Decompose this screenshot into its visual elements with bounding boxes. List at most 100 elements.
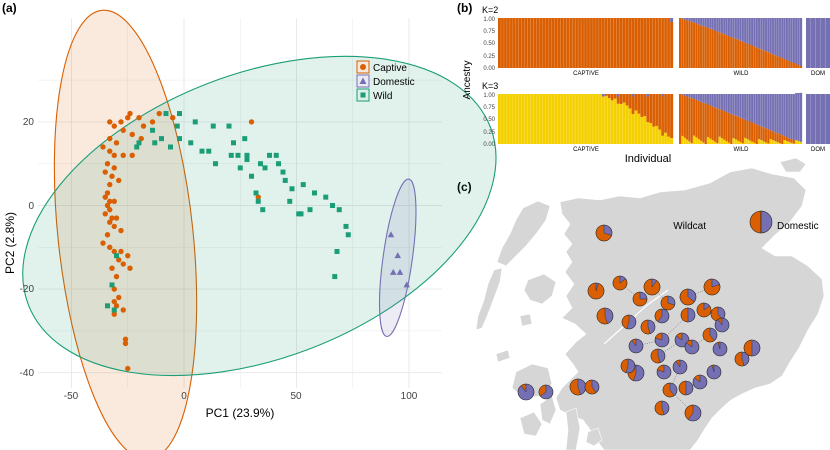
ancestry-bar-segment	[727, 112, 731, 143]
site-pie-wildcat	[654, 400, 665, 416]
ancestry-bar-segment	[732, 94, 735, 115]
ancestry-bar-segment	[545, 94, 549, 144]
ancestry-bar-segment	[778, 134, 782, 144]
ancestry-bar-segment	[702, 18, 705, 27]
ancestry-bar-segment	[628, 94, 632, 109]
ancestry-bar-segment	[498, 94, 502, 144]
ancestry-bar-segment	[521, 94, 525, 144]
ancestry-bar-segment	[512, 94, 516, 144]
ancestry-bar-segment	[695, 18, 698, 24]
data-point-captive	[102, 169, 108, 175]
ancestry-bar-segment	[713, 94, 717, 108]
legend-label-wildcat: Wildcat	[673, 221, 706, 232]
ancestry-bar-segment	[734, 18, 738, 39]
ancestry-bar-segment	[661, 94, 665, 97]
kintyre	[565, 407, 581, 450]
legend-pie-wildcat-half	[749, 210, 762, 234]
ancestry-bar-segment	[748, 18, 752, 45]
site-pie-wildcat	[632, 291, 648, 307]
ancestry-bar-segment	[670, 18, 674, 22]
k3-y-tick-label: 0.00	[483, 142, 495, 148]
ancestry-bar-segment	[670, 94, 674, 138]
data-point-captive	[129, 131, 135, 138]
ancestry-bar-segment	[581, 94, 585, 144]
ancestry-bar-segment	[622, 94, 626, 103]
ancestry-bar-segment	[637, 18, 641, 68]
ancestry-bar-segment	[783, 18, 786, 60]
ancestry-bar-segment	[769, 94, 772, 131]
ancestry-bar-segment	[527, 18, 531, 68]
data-point-captive	[107, 135, 113, 142]
ancestry-bar-segment	[683, 95, 687, 138]
site-pie-wildcat	[680, 307, 689, 323]
ancestry-bar-segment	[692, 135, 696, 144]
data-point-wild	[235, 152, 241, 158]
data-point-wild	[152, 140, 158, 146]
ancestry-bar-segment	[716, 18, 719, 32]
data-point-domestic	[387, 231, 395, 238]
data-point-captive	[118, 227, 124, 234]
data-point-wild	[228, 152, 234, 158]
ancestry-bar-segment	[748, 44, 752, 68]
ancestry-bar-segment	[664, 132, 668, 144]
ancestry-bar-segment	[554, 18, 558, 68]
ancestry-bar-segment	[688, 97, 691, 142]
ancestry-bar-segment	[575, 94, 579, 144]
ancestry-bar-segment	[533, 94, 537, 144]
ancestry-bar-segment	[545, 18, 549, 68]
ancestry-bar-segment	[557, 18, 561, 68]
data-point-captive	[125, 115, 131, 121]
ancestry-bar-segment	[760, 140, 763, 144]
ancestry-bar-segment	[774, 55, 777, 68]
site-pie-wildcat	[675, 359, 681, 368]
site-pie-wildcat	[596, 307, 608, 325]
ancestry-bar-segment	[709, 28, 712, 69]
data-point-wild	[109, 282, 115, 288]
data-point-captive	[248, 119, 255, 125]
ancestry-bar-segment	[685, 139, 689, 144]
ancestry-bar-segment	[578, 94, 582, 144]
ancestry-bar-segment	[755, 124, 759, 144]
ancestry-bar-segment	[767, 18, 770, 53]
ancestry-bar-segment	[524, 18, 528, 68]
ancestry-bar-segment	[563, 94, 567, 144]
ancestry-bar-segment	[711, 94, 714, 107]
ancestry-bar-segment	[604, 18, 608, 68]
ancestry-bar-segment	[750, 122, 754, 142]
isle-of-islay	[519, 411, 543, 437]
ancestry-bar-segment	[788, 138, 791, 142]
data-point-wild	[244, 157, 250, 163]
ancestry-bar-segment	[683, 94, 687, 96]
ancestry-bar-segment	[679, 18, 682, 68]
ancestry-bar-segment	[815, 18, 821, 68]
data-point-wild	[253, 190, 259, 196]
ancestry-bar-segment	[695, 137, 698, 144]
ancestry-bar-segment	[598, 94, 602, 144]
ancestry-bar-segment	[734, 94, 738, 116]
ancestry-bar-segment	[709, 138, 712, 144]
ancestry-bar-segment	[619, 94, 623, 104]
ancestry-bar-segment	[776, 133, 779, 143]
site-pie-wildcat	[650, 348, 661, 364]
ancestry-bar-segment	[713, 141, 717, 144]
data-point-wild	[163, 111, 169, 117]
ancestry-bar-segment	[709, 94, 712, 106]
isle-of-jura	[539, 395, 557, 425]
data-point-captive	[113, 273, 120, 280]
ancestry-bar-segment	[790, 142, 793, 144]
ancestry-bar-segment	[795, 140, 798, 144]
ancestry-bar-segment	[753, 94, 756, 124]
data-point-captive	[107, 198, 113, 205]
site-pie-wildcat	[595, 224, 612, 242]
ancestry-bar-segment	[646, 96, 650, 123]
ancestry-bar-segment	[743, 18, 747, 43]
isle-of-coll	[495, 349, 511, 363]
ancestry-bar-segment	[711, 18, 714, 30]
ancestry-bar-segment	[704, 94, 707, 104]
data-point-wild	[168, 144, 173, 150]
ancestry-bar-segment	[776, 18, 779, 57]
ancestry-bar-segment	[634, 110, 638, 144]
ancestry-bar-segment	[730, 18, 733, 37]
ancestry-bar-segment	[723, 34, 726, 68]
ancestry-bar-segment	[737, 39, 740, 68]
